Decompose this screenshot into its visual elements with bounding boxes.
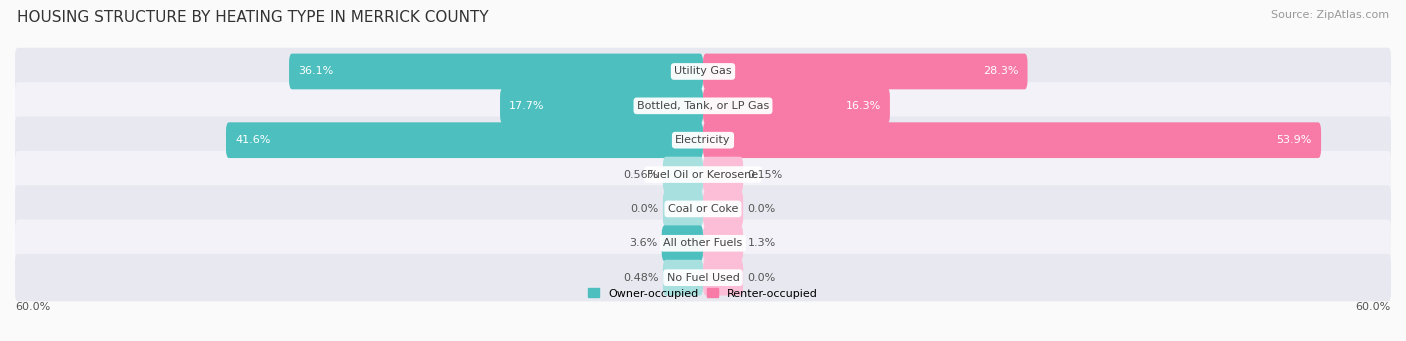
- Text: 36.1%: 36.1%: [298, 66, 333, 76]
- Text: Utility Gas: Utility Gas: [675, 66, 731, 76]
- Text: 17.7%: 17.7%: [509, 101, 544, 111]
- FancyBboxPatch shape: [703, 260, 744, 296]
- Text: 0.56%: 0.56%: [623, 169, 658, 180]
- Text: 0.15%: 0.15%: [748, 169, 783, 180]
- FancyBboxPatch shape: [703, 225, 744, 261]
- FancyBboxPatch shape: [703, 122, 1322, 158]
- Text: HOUSING STRUCTURE BY HEATING TYPE IN MERRICK COUNTY: HOUSING STRUCTURE BY HEATING TYPE IN MER…: [17, 10, 488, 25]
- FancyBboxPatch shape: [290, 54, 703, 89]
- Text: 28.3%: 28.3%: [983, 66, 1018, 76]
- FancyBboxPatch shape: [501, 88, 703, 124]
- FancyBboxPatch shape: [703, 191, 744, 227]
- Text: 0.0%: 0.0%: [748, 273, 776, 283]
- Text: Source: ZipAtlas.com: Source: ZipAtlas.com: [1271, 10, 1389, 20]
- Text: All other Fuels: All other Fuels: [664, 238, 742, 248]
- Text: 16.3%: 16.3%: [845, 101, 880, 111]
- FancyBboxPatch shape: [662, 260, 703, 296]
- Text: 0.0%: 0.0%: [630, 204, 658, 214]
- FancyBboxPatch shape: [703, 54, 1028, 89]
- FancyBboxPatch shape: [15, 185, 1391, 233]
- FancyBboxPatch shape: [703, 157, 744, 192]
- FancyBboxPatch shape: [15, 254, 1391, 301]
- Text: 53.9%: 53.9%: [1277, 135, 1312, 145]
- FancyBboxPatch shape: [15, 151, 1391, 198]
- Text: Fuel Oil or Kerosene: Fuel Oil or Kerosene: [647, 169, 759, 180]
- Text: No Fuel Used: No Fuel Used: [666, 273, 740, 283]
- Text: 60.0%: 60.0%: [1355, 302, 1391, 312]
- Text: 41.6%: 41.6%: [235, 135, 270, 145]
- Legend: Owner-occupied, Renter-occupied: Owner-occupied, Renter-occupied: [583, 284, 823, 303]
- FancyBboxPatch shape: [662, 157, 703, 192]
- FancyBboxPatch shape: [703, 88, 890, 124]
- Text: 3.6%: 3.6%: [628, 238, 657, 248]
- Text: 1.3%: 1.3%: [748, 238, 776, 248]
- FancyBboxPatch shape: [15, 48, 1391, 95]
- Text: Electricity: Electricity: [675, 135, 731, 145]
- Text: 60.0%: 60.0%: [15, 302, 51, 312]
- Text: 0.48%: 0.48%: [623, 273, 658, 283]
- FancyBboxPatch shape: [662, 191, 703, 227]
- FancyBboxPatch shape: [226, 122, 703, 158]
- Text: Bottled, Tank, or LP Gas: Bottled, Tank, or LP Gas: [637, 101, 769, 111]
- Text: Coal or Coke: Coal or Coke: [668, 204, 738, 214]
- FancyBboxPatch shape: [15, 117, 1391, 164]
- FancyBboxPatch shape: [15, 220, 1391, 267]
- FancyBboxPatch shape: [662, 225, 703, 261]
- Text: 0.0%: 0.0%: [748, 204, 776, 214]
- FancyBboxPatch shape: [15, 82, 1391, 130]
